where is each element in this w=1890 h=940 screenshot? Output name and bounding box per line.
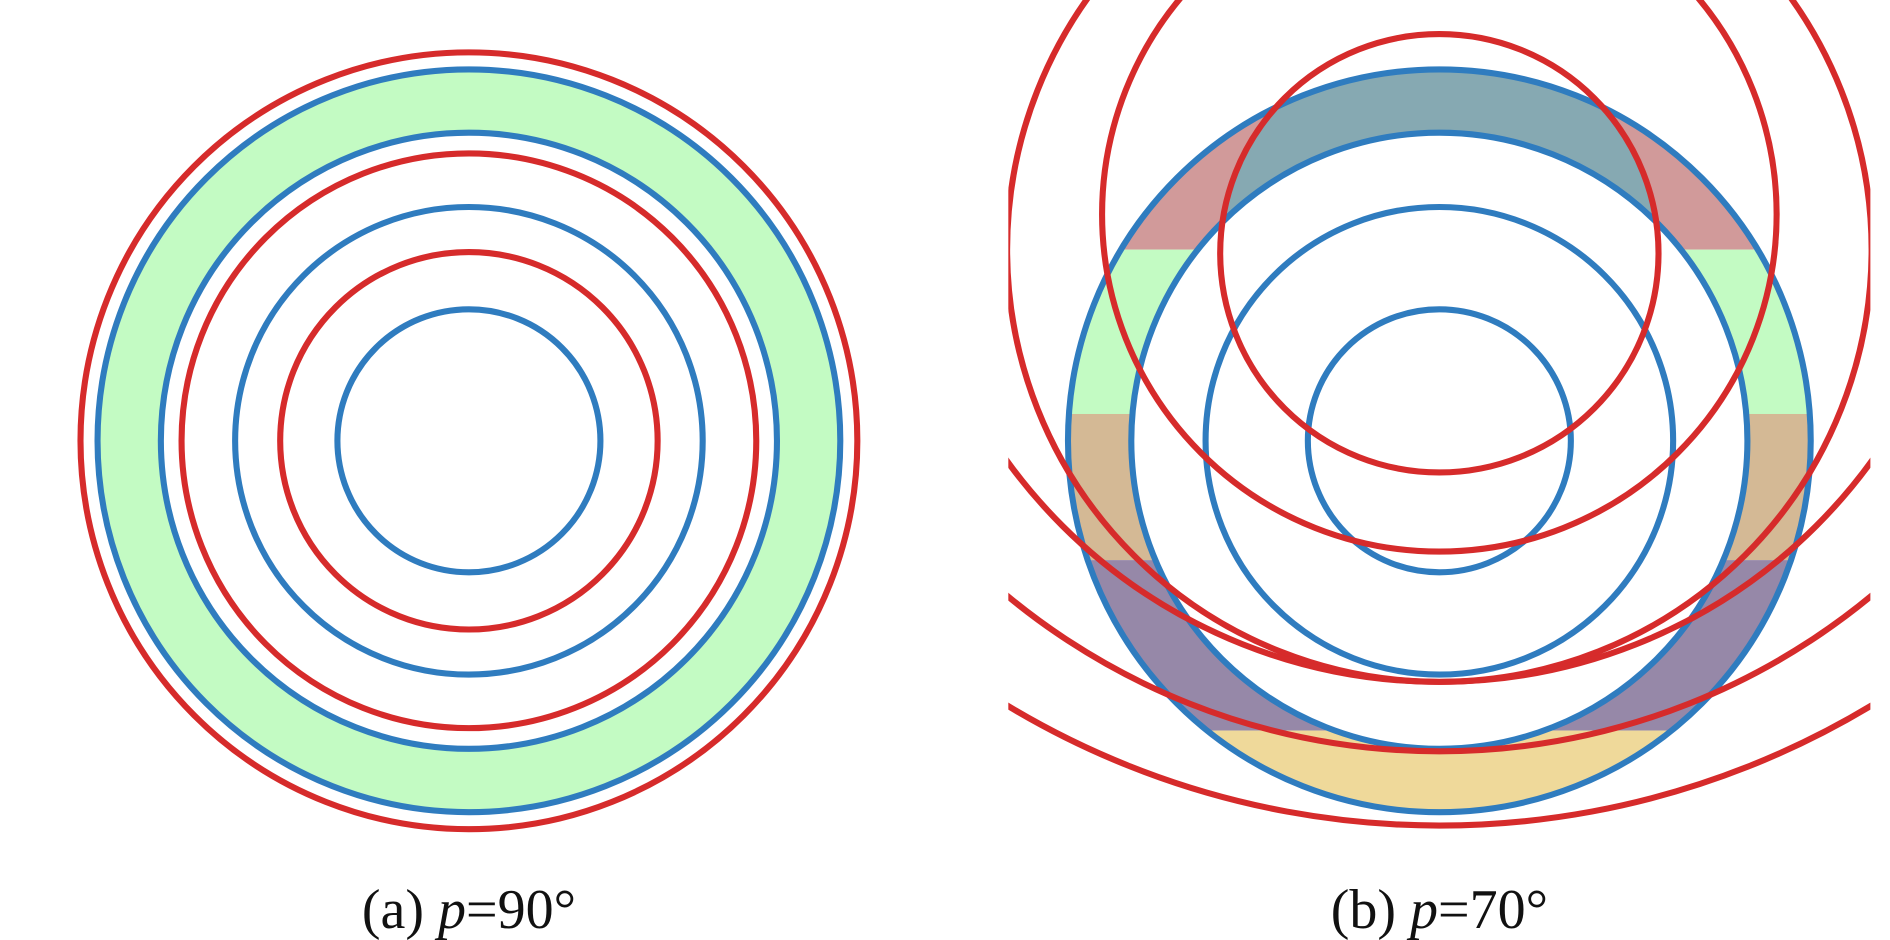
panel-a: (a) p=90° <box>77 49 861 940</box>
caption: (b) p=70° <box>1331 879 1548 940</box>
ring-fill <box>1067 249 1811 414</box>
circle <box>94 66 844 816</box>
circle <box>1202 203 1677 678</box>
circle <box>157 129 781 752</box>
circle <box>232 203 706 678</box>
circle <box>1304 306 1574 576</box>
circle <box>178 150 760 732</box>
circle <box>277 249 661 633</box>
circle <box>1008 457 1871 685</box>
ring-fills <box>1067 69 1811 813</box>
circle <box>1099 0 1780 555</box>
circle <box>334 306 604 576</box>
ring-fill <box>1067 413 1811 561</box>
circle <box>1064 66 1814 816</box>
caption: (a) p=90° <box>362 879 576 940</box>
circle <box>77 49 861 833</box>
circle <box>1217 31 1662 476</box>
red-arcs <box>1008 0 1871 829</box>
circle <box>1008 592 1871 755</box>
circle <box>1008 702 1871 829</box>
